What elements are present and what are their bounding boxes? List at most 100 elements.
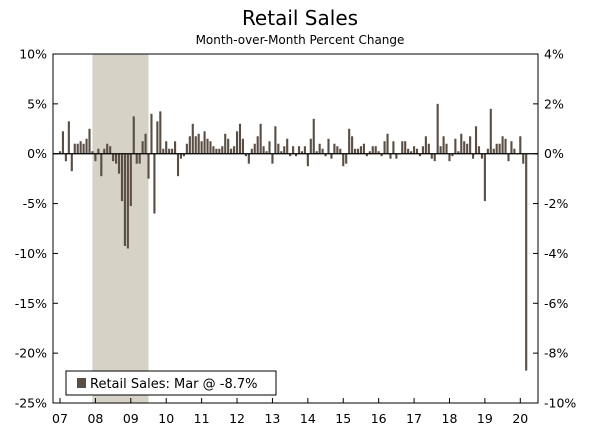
y-tick-label: 0% bbox=[27, 146, 47, 161]
bar bbox=[460, 133, 463, 154]
bar bbox=[253, 143, 256, 154]
bar bbox=[495, 143, 498, 154]
legend-swatch bbox=[77, 378, 86, 388]
bar bbox=[274, 126, 277, 154]
bar bbox=[380, 153, 383, 157]
x-tick-label: 10 bbox=[158, 411, 174, 426]
x-tick-label: 09 bbox=[123, 411, 139, 426]
x-tick-label: 18 bbox=[442, 411, 458, 426]
bar bbox=[457, 151, 460, 154]
bar bbox=[153, 153, 156, 214]
bar bbox=[230, 148, 233, 154]
bar bbox=[112, 153, 115, 162]
bar bbox=[383, 141, 386, 154]
bar bbox=[377, 151, 380, 154]
bar bbox=[365, 153, 368, 157]
bar bbox=[206, 138, 209, 154]
bar bbox=[374, 146, 377, 154]
bar bbox=[292, 146, 295, 154]
legend: Retail Sales: Mar @ -8.7% bbox=[65, 370, 277, 396]
bar bbox=[88, 128, 91, 154]
bar bbox=[472, 153, 475, 159]
bar bbox=[439, 146, 442, 154]
bar bbox=[312, 118, 315, 154]
y-tick-label: 10% bbox=[19, 47, 47, 62]
bar bbox=[224, 133, 227, 154]
bar bbox=[218, 148, 221, 154]
bar bbox=[339, 148, 342, 154]
bar bbox=[510, 141, 513, 154]
bar bbox=[483, 153, 486, 202]
bar bbox=[174, 141, 177, 154]
bar bbox=[70, 153, 73, 172]
y2-tick-label: 0% bbox=[544, 146, 564, 161]
bar bbox=[327, 138, 330, 154]
bar bbox=[94, 153, 97, 162]
x-tick-label: 14 bbox=[300, 411, 316, 426]
y-tick-label: -10% bbox=[15, 246, 47, 261]
bar bbox=[356, 148, 360, 154]
bar bbox=[262, 146, 265, 154]
bar bbox=[268, 141, 271, 154]
bar bbox=[117, 153, 121, 174]
bar-group bbox=[58, 103, 528, 371]
bar bbox=[120, 153, 124, 202]
bar bbox=[330, 153, 333, 159]
x-tick-label: 15 bbox=[335, 411, 351, 426]
bar bbox=[454, 138, 457, 154]
bar bbox=[392, 141, 395, 154]
y-tick-label: 5% bbox=[27, 96, 47, 111]
x-axis: 07 08 09 10 11 12 13 14 15 16 17 18 19 20 bbox=[52, 398, 528, 426]
bar bbox=[466, 143, 469, 154]
bar bbox=[162, 148, 165, 154]
bar bbox=[525, 153, 528, 371]
bar bbox=[250, 148, 253, 154]
bar bbox=[286, 138, 289, 154]
bar bbox=[401, 141, 404, 154]
bar bbox=[324, 153, 327, 157]
legend-box bbox=[65, 370, 277, 396]
bar bbox=[342, 153, 345, 167]
bar bbox=[300, 151, 304, 154]
bar bbox=[209, 141, 212, 154]
bar bbox=[469, 136, 472, 154]
bar bbox=[97, 148, 100, 154]
bar bbox=[386, 133, 389, 154]
bar bbox=[265, 151, 268, 154]
bar bbox=[126, 153, 129, 249]
y-tick-label: -25% bbox=[15, 396, 47, 411]
bar bbox=[303, 146, 306, 154]
chart-title: Retail Sales bbox=[241, 6, 359, 30]
bar bbox=[115, 153, 118, 164]
bar bbox=[448, 153, 451, 162]
bar bbox=[91, 151, 94, 154]
bar bbox=[247, 153, 250, 164]
x-tick-label: 13 bbox=[264, 411, 280, 426]
bar bbox=[61, 131, 65, 154]
bar bbox=[513, 148, 516, 154]
bar bbox=[451, 153, 454, 157]
bar bbox=[348, 128, 351, 154]
bar bbox=[442, 136, 445, 154]
bar bbox=[244, 153, 247, 157]
bar bbox=[445, 143, 448, 154]
y-tick-label: -15% bbox=[15, 296, 47, 311]
bar bbox=[507, 153, 510, 162]
bar bbox=[424, 136, 427, 154]
bar bbox=[227, 138, 230, 154]
bar bbox=[359, 146, 363, 154]
chart-subtitle: Month-over-Month Percent Change bbox=[195, 33, 405, 47]
bar bbox=[147, 153, 150, 179]
bar bbox=[297, 146, 301, 154]
bar bbox=[73, 143, 76, 154]
x-tick-label: 17 bbox=[406, 411, 422, 426]
bar bbox=[436, 103, 439, 154]
plot-frame bbox=[52, 53, 539, 404]
x-tick-label: 07 bbox=[52, 411, 68, 426]
bar bbox=[144, 133, 147, 154]
bar bbox=[389, 153, 392, 159]
x-tick-label: 16 bbox=[371, 411, 387, 426]
bar bbox=[407, 148, 410, 154]
bar bbox=[58, 151, 62, 154]
